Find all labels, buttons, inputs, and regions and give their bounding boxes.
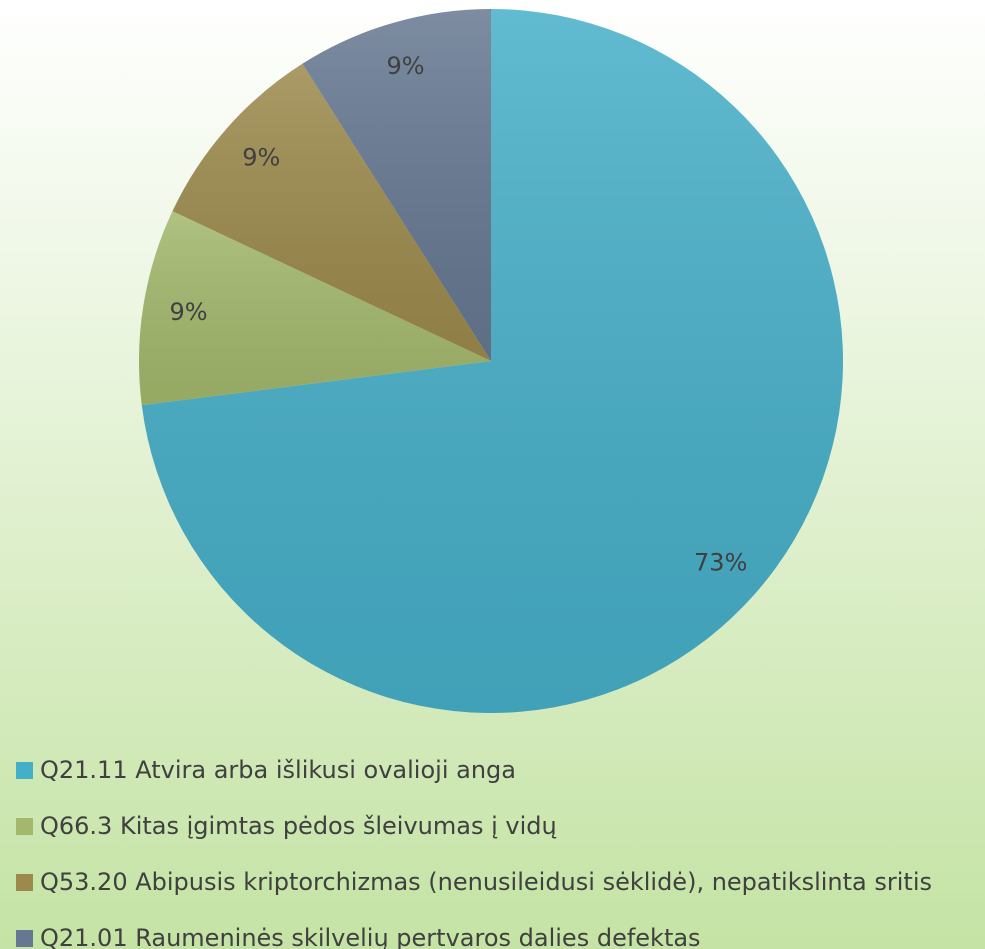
slice-shade — [172, 63, 491, 361]
slice-shade — [141, 9, 843, 713]
slice-shade — [138, 211, 491, 406]
data-label: 73% — [694, 549, 747, 577]
legend-swatch — [16, 930, 33, 947]
legend-label: Q21.11 Atvira arba išlikusi ovalioji ang… — [40, 756, 516, 784]
legend-swatch — [16, 762, 33, 779]
data-label: 9% — [387, 52, 425, 80]
data-label: 9% — [169, 298, 207, 326]
legend-label: Q21.01 Raumeninės skilvelių pertvaros da… — [40, 924, 701, 949]
legend-label: Q53.20 Abipusis kriptorchizmas (nenusile… — [40, 868, 932, 896]
legend-swatch — [16, 874, 33, 891]
data-label: 9% — [242, 143, 280, 171]
slice-shade — [302, 9, 491, 361]
legend-label: Q66.3 Kitas įgimtas pėdos šleivumas į vi… — [40, 812, 557, 840]
legend-swatch — [16, 818, 33, 835]
